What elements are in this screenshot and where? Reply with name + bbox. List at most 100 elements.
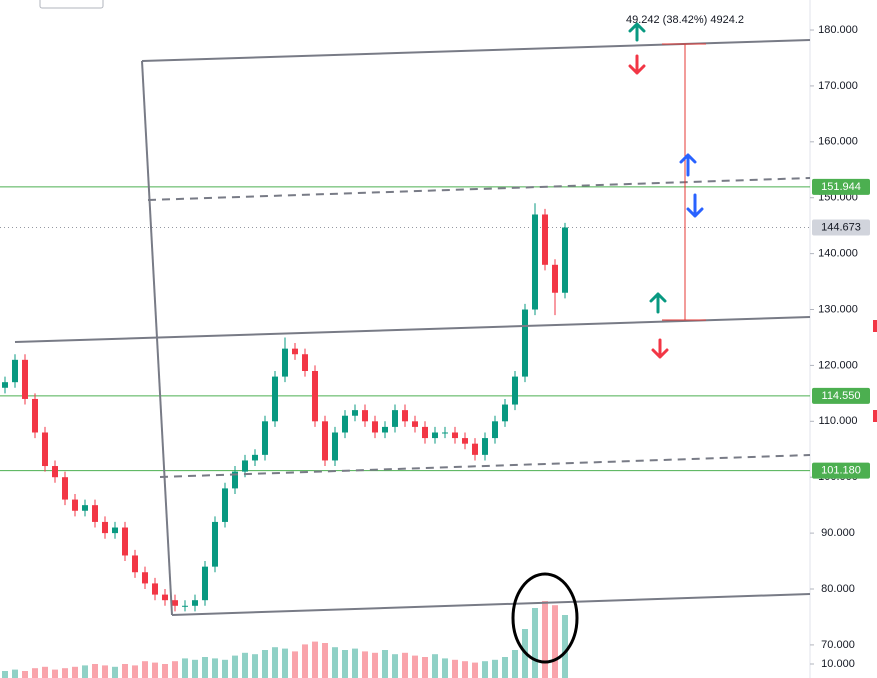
volume-bar <box>562 615 568 678</box>
level-tag <box>812 462 870 479</box>
arrow-up <box>628 22 646 42</box>
candle-body <box>282 348 288 377</box>
candle-body <box>292 348 298 355</box>
candle-body <box>472 443 478 455</box>
volume-bar <box>312 641 318 678</box>
volume-bar <box>162 664 168 678</box>
volume-bar <box>512 650 518 678</box>
candles-layer <box>2 203 568 612</box>
toolbar-box[interactable] <box>39 0 104 9</box>
arrow-down <box>628 54 646 75</box>
volume-bar <box>402 652 408 678</box>
volume-bar <box>122 664 128 678</box>
volume-bar <box>132 665 138 678</box>
y-tick-label: 130.000 <box>818 303 858 315</box>
candle-body <box>2 382 8 388</box>
y-tick-label: 160.000 <box>818 136 858 148</box>
candle-body <box>412 421 418 427</box>
volume-bar <box>392 654 398 678</box>
volume-bar <box>412 655 418 678</box>
volume-bar <box>322 643 328 678</box>
volume-bar <box>542 601 548 678</box>
measure-label: 49.242 (38.42%) 4924.2 <box>626 14 744 26</box>
arrow-up <box>649 292 667 314</box>
candle-body <box>132 555 138 573</box>
volume-bar <box>202 657 208 678</box>
candle-body <box>192 600 198 606</box>
level-tag <box>812 178 870 195</box>
volume-bar <box>462 661 468 678</box>
volume-bar <box>262 650 268 678</box>
volume-bar <box>492 659 498 678</box>
candle-body <box>372 421 378 433</box>
levels-layer <box>0 186 810 472</box>
trendline <box>147 177 811 201</box>
volume-bar <box>72 666 78 678</box>
candle-body <box>462 438 468 444</box>
volume-tick-label: 10.000 <box>821 658 855 670</box>
candle-body <box>182 605 188 607</box>
candle-body <box>42 432 48 467</box>
level-tag <box>812 219 870 236</box>
candle-body <box>152 583 158 595</box>
candle-body <box>542 214 548 265</box>
volume-bar <box>282 648 288 678</box>
candle-body <box>62 477 68 500</box>
candle-body <box>332 432 338 461</box>
arrow-down <box>686 193 704 218</box>
y-tick-label: 120.000 <box>818 359 858 371</box>
volume-bar <box>472 662 478 678</box>
volume-bar <box>22 671 28 678</box>
trendline <box>14 316 811 343</box>
candle-body <box>312 371 318 422</box>
volume-bar <box>302 644 308 678</box>
volume-bar <box>242 652 248 678</box>
arrow-up <box>679 153 697 177</box>
candle-body <box>72 499 78 511</box>
candle-body <box>122 527 128 556</box>
volume-bar <box>52 669 58 678</box>
candle-body <box>202 566 208 601</box>
level-label: 151.944 <box>821 181 861 193</box>
level-label: 144.673 <box>821 221 861 233</box>
edge-marker <box>873 320 877 332</box>
candle-body <box>272 376 278 422</box>
level-tag <box>812 387 870 404</box>
volume-bar <box>172 661 178 678</box>
volume-bar <box>352 648 358 678</box>
candle-body <box>82 505 88 511</box>
volume-bar <box>212 658 218 678</box>
candle-body <box>12 359 18 383</box>
y-tick-label: 70.000 <box>821 639 855 651</box>
volume-bar <box>372 652 378 678</box>
edge-marker <box>873 410 877 422</box>
candle-body <box>502 404 508 422</box>
volume-bar <box>272 647 278 678</box>
measure-tool <box>662 43 706 321</box>
volume-bar <box>182 658 188 678</box>
candle-body <box>532 214 538 310</box>
volume-bar <box>232 655 238 678</box>
candle-body <box>52 466 58 478</box>
candle-body <box>432 432 438 439</box>
volume-bar <box>32 668 38 678</box>
candle-body <box>262 421 268 455</box>
candle-body <box>452 432 458 439</box>
volume-bar <box>552 605 558 678</box>
volume-bar <box>42 666 48 678</box>
volume-bar <box>2 671 8 678</box>
candle-body <box>422 426 428 439</box>
candle-body <box>172 600 178 606</box>
candle-body <box>442 432 448 434</box>
candle-body <box>562 227 568 293</box>
arrow-down <box>651 338 669 359</box>
volume-bar <box>532 608 538 678</box>
volume-bar <box>292 651 298 678</box>
volume-bar <box>502 657 508 678</box>
candle-body <box>112 527 118 534</box>
candle-body <box>482 438 488 455</box>
candle-body <box>322 421 328 461</box>
candle-body <box>512 376 518 405</box>
y-tick-label: 80.000 <box>821 583 855 595</box>
